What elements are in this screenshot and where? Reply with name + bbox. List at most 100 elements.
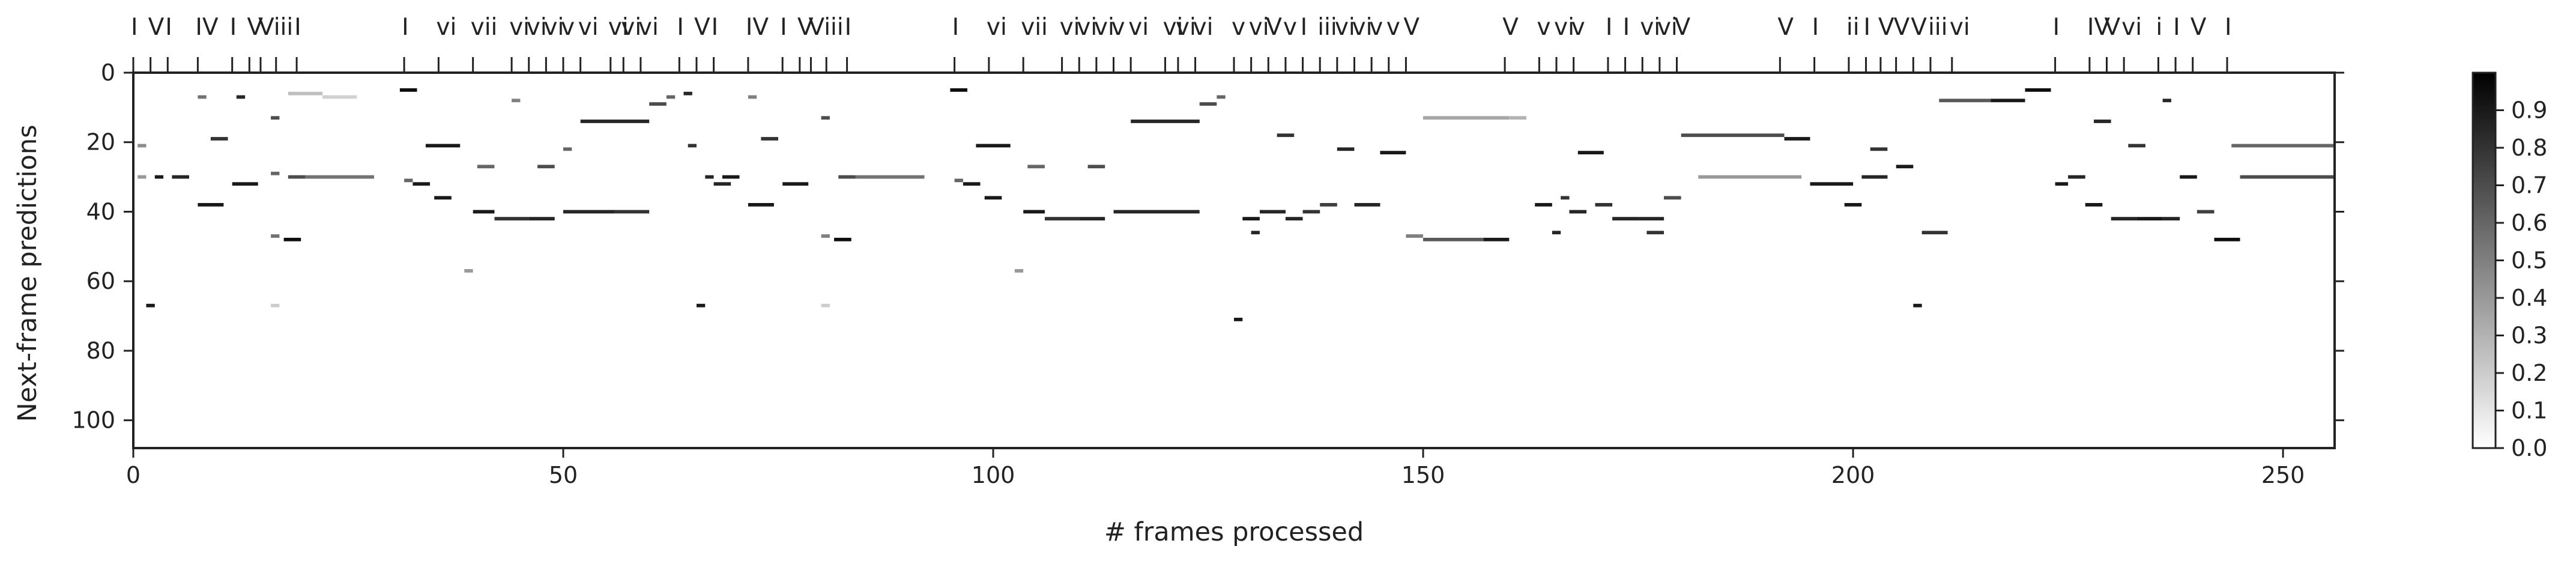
- heatmap-cell: [1698, 175, 1802, 179]
- heatmap-cell: [1234, 318, 1243, 321]
- chord-label: I: [294, 14, 301, 41]
- chord-label: I: [230, 14, 237, 41]
- chord-label: vi: [1060, 14, 1080, 41]
- heatmap-cell: [563, 210, 615, 214]
- chord-label: I: [2053, 14, 2060, 41]
- chord-label: I: [402, 14, 409, 41]
- heatmap-cell: [713, 182, 731, 186]
- heatmap-cell: [1277, 133, 1295, 138]
- heatmap-cell: [477, 165, 495, 169]
- chord-label: V: [1403, 14, 1420, 41]
- chord-label: vii: [471, 14, 498, 41]
- chord-label: iii: [274, 14, 294, 41]
- heatmap-cell: [2197, 210, 2215, 214]
- heatmap-cell: [413, 182, 430, 186]
- heatmap-cell: [1595, 203, 1613, 207]
- heatmap-cell: [494, 217, 529, 220]
- chord-label: vi: [1249, 14, 1269, 41]
- heatmap-cell: [1535, 203, 1552, 207]
- heatmap-cell: [1423, 116, 1510, 120]
- heatmap-cell: [614, 210, 650, 214]
- heatmap-cell: [1027, 165, 1045, 169]
- x-axis-label: # frames processed: [1104, 517, 1364, 547]
- heatmap-cell: [782, 182, 809, 186]
- plot-frame: [132, 71, 2336, 449]
- heatmap-cell: [2085, 203, 2103, 207]
- heatmap-cell: [172, 175, 189, 179]
- heatmap-cell: [722, 175, 740, 179]
- heatmap-cell: [688, 144, 697, 148]
- chord-label: I: [1864, 14, 1871, 41]
- heatmap-cell: [1561, 196, 1570, 200]
- heatmap-cell: [954, 178, 963, 183]
- heatmap-cell: [1014, 269, 1024, 273]
- heatmap-cell: [1810, 182, 1854, 186]
- heatmap-cell: [1260, 210, 1286, 214]
- heatmap-cell: [198, 95, 207, 99]
- heatmap-cell: [761, 137, 778, 141]
- chord-label: vi: [987, 14, 1007, 41]
- heatmap-cell: [283, 237, 301, 241]
- chord-label: v: [1537, 14, 1550, 41]
- chord-label: i: [2156, 14, 2162, 41]
- chord-label: V: [258, 14, 274, 41]
- chord-label: I: [712, 14, 719, 41]
- heatmap-cell: [2180, 175, 2197, 179]
- colorbar: 0.0 0.1 0.2 0.3 0.4 0.5 0.6 0.7 0.8 0.9: [2472, 71, 2547, 461]
- chord-label: I: [2225, 14, 2232, 41]
- heatmap-cell: [2136, 217, 2163, 220]
- heatmap-cell: [1552, 231, 1561, 235]
- heatmap-cell: [1337, 147, 1355, 151]
- chord-label: I: [2173, 14, 2180, 41]
- chord-label: v: [1283, 14, 1297, 41]
- colorbar-tick-label: 0.9: [2511, 97, 2547, 124]
- chord-label: IV: [195, 14, 219, 41]
- chord-label: I: [1301, 14, 1308, 41]
- heatmap-cell: [528, 217, 555, 220]
- heatmap-cell: [2068, 175, 2085, 179]
- heatmap-cell: [232, 182, 258, 186]
- heatmap-cell: [2162, 217, 2180, 220]
- y-tick-label: 20: [86, 129, 115, 156]
- chord-label: vii: [1021, 14, 1048, 41]
- heatmap-cell: [1023, 210, 1045, 214]
- x-tick-label: 250: [2261, 462, 2305, 488]
- heatmap-cell: [399, 88, 417, 92]
- heatmap-cell: [2214, 237, 2240, 241]
- heatmap-cell: [1131, 120, 1200, 123]
- heatmap-cell: [1045, 217, 1080, 220]
- heatmap-cell: [1087, 165, 1105, 169]
- chord-label: vi: [1077, 14, 1097, 41]
- chord-label: V: [1502, 14, 1519, 41]
- colorbar-tick-label: 0.1: [2511, 398, 2547, 424]
- chord-label: vi: [1163, 14, 1183, 41]
- y-tick-label: 60: [86, 268, 115, 294]
- chord-label: I: [952, 14, 960, 41]
- colorbar-bar: [2472, 71, 2497, 449]
- heatmap-cell: [821, 116, 830, 120]
- colorbar-tick-label: 0.0: [2511, 435, 2547, 461]
- heatmap-cell: [1913, 303, 1922, 308]
- heatmap-cell: [154, 175, 164, 179]
- chord-label: v: [1232, 14, 1245, 41]
- chord-label: I: [131, 14, 138, 41]
- colorbar-tick-label: 0.7: [2511, 172, 2547, 199]
- chord-label: v: [1571, 14, 1585, 41]
- chord-label: iii: [1317, 14, 1337, 41]
- heatmap-cell: [210, 137, 228, 141]
- heatmap-cell: [697, 303, 706, 308]
- colorbar-tick-label: 0.6: [2511, 210, 2547, 236]
- chord-label: vi: [1657, 14, 1678, 41]
- heatmap-cell: [1646, 231, 1664, 235]
- chord-label: V: [1266, 14, 1282, 41]
- heatmap-cell: [1844, 203, 1862, 207]
- heatmap-cell: [614, 120, 650, 123]
- heatmap-cell: [2162, 99, 2171, 103]
- heatmap-cell: [855, 175, 925, 179]
- heatmap-cell: [838, 175, 856, 179]
- heatmap-cell: [705, 175, 714, 179]
- chord-label: IV: [746, 14, 769, 41]
